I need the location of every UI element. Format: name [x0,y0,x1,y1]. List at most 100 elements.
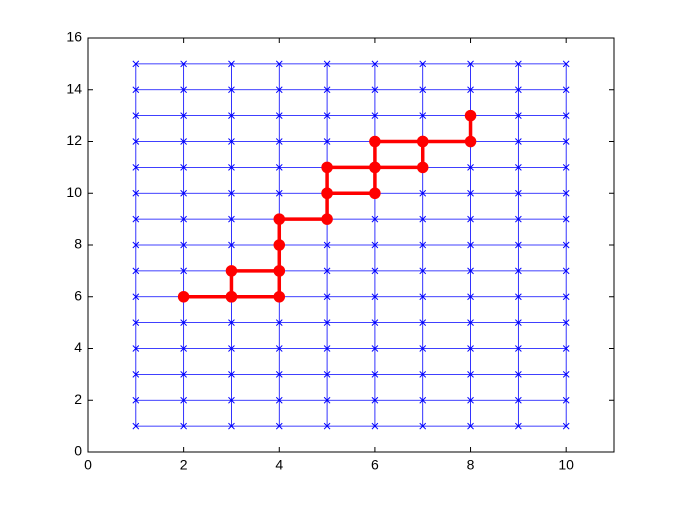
grid-node [515,189,522,197]
grid-node [275,112,283,119]
grid-node [419,112,427,119]
grid-node [515,293,522,301]
series-marker [416,135,429,148]
grid-node [562,215,570,223]
grid-node [180,138,187,145]
series-marker [321,187,333,199]
grid-node [323,267,331,275]
y-tick-label: 6 [74,287,82,303]
grid-node [562,345,570,352]
y-tick-label: 4 [74,339,82,355]
series-marker [369,135,381,148]
grid-node [132,267,140,275]
grid-node [562,138,570,145]
grid-node [275,319,283,326]
grid-node [228,112,235,119]
grid-node [515,371,522,378]
grid-node [180,422,187,430]
grid-node [323,60,331,68]
grid-node [515,86,522,94]
grid-node [467,396,474,404]
grid-node [419,345,427,352]
grid-node [180,371,187,378]
grid-node [515,112,522,119]
grid-node [467,371,474,378]
series-marker [464,109,477,122]
series-marker [225,291,238,303]
grid-node [562,396,570,404]
grid-node [180,86,187,94]
grid-node [419,189,427,197]
grid-node [371,293,379,301]
grid-node [132,293,140,301]
grid-node [371,422,379,430]
grid-node [419,60,427,68]
grid-node [275,422,283,430]
grid-node [467,293,474,301]
y-tick-label: 8 [74,236,82,252]
y-tick-label: 16 [66,29,82,45]
y-tick-label: 2 [74,391,82,407]
series-marker [464,135,477,148]
series-marker [369,187,381,199]
series-marker [321,213,333,225]
series-marker [225,265,238,277]
grid-node [419,86,427,94]
grid-node [419,215,427,223]
grid-node [515,396,522,404]
grid-node [132,371,140,378]
grid-node [371,319,379,326]
grid-node [371,371,379,378]
grid-node [180,189,187,197]
x-tick-label: 0 [84,457,92,473]
grid-node [371,267,379,275]
grid-node [275,164,283,171]
grid-node [419,241,427,249]
y-tick-label: 0 [74,443,82,459]
grid-node [228,215,235,223]
grid-node [371,345,379,352]
grid-node [132,215,140,223]
grid-node [228,86,235,94]
series-marker [321,161,333,174]
grid-node [180,241,187,249]
grid-node [467,60,474,68]
grid-node [228,138,235,145]
grid-node [419,396,427,404]
grid-node [132,345,140,352]
grid-node [180,267,187,275]
grid-node [419,371,427,378]
series-marker [416,161,429,174]
grid-node [562,293,570,301]
grid-node [323,241,331,249]
grid-node [515,60,522,68]
grid-node [228,189,235,197]
grid-node [467,422,474,430]
grid-node [467,241,474,249]
grid-node [562,371,570,378]
grid-node [132,189,140,197]
grid-node [371,241,379,249]
grid-node [323,371,331,378]
grid-node [371,112,379,119]
x-tick-label: 10 [558,457,574,473]
grid-node [132,60,140,68]
grid-node [323,422,331,430]
grid-node [323,86,331,94]
grid-node [275,371,283,378]
grid-node [132,396,140,404]
grid-node [515,241,522,249]
grid-node [275,86,283,94]
grid-node [515,138,522,145]
grid-node [132,86,140,94]
grid-node [562,112,570,119]
grid-node [562,189,570,197]
grid-node [228,422,235,430]
grid-node [180,345,187,352]
grid-node [562,60,570,68]
grid-node [371,215,379,223]
grid-node [180,112,187,119]
grid-node [132,138,140,145]
